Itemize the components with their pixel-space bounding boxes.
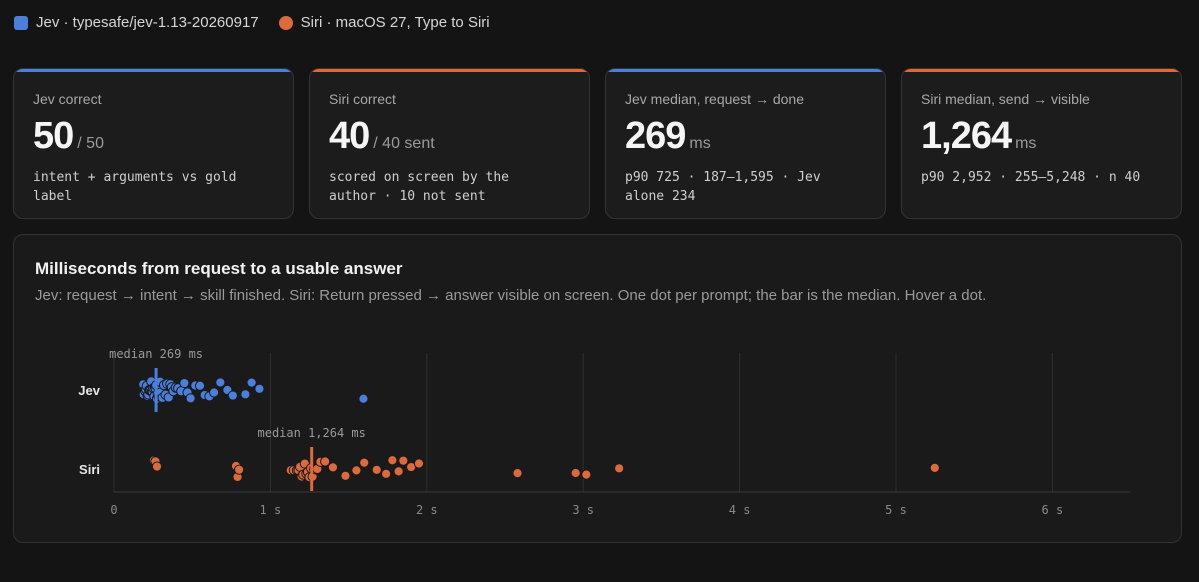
card-note: scored on screen by the author · 10 not … [329, 170, 510, 204]
data-point[interactable] [512, 467, 523, 479]
card-unit: / 40 sent [373, 135, 435, 152]
card-siri-median: Siri median, send → visible 1,264 ms p90… [901, 68, 1182, 219]
x-tick-label: 4 s [729, 503, 751, 517]
data-point[interactable] [381, 468, 392, 479]
card-jev-correct: Jev correct 50 / 50 intent + arguments v… [13, 68, 294, 219]
data-point[interactable] [234, 464, 245, 475]
card-value: 269 [625, 115, 686, 157]
card-unit: ms [1015, 135, 1037, 152]
card-unit: / 50 [77, 135, 104, 152]
card-accent [606, 69, 885, 72]
data-point[interactable] [240, 389, 251, 400]
median-label: median 1,264 ms [258, 426, 366, 440]
x-tick-label: 6 s [1042, 503, 1064, 517]
legend: Jev · typesafe/jev-1.13-20260917 Siri · … [14, 14, 490, 31]
card-value: 40 [329, 115, 370, 157]
card-label: Jev correct [33, 91, 102, 107]
data-point[interactable] [254, 383, 265, 394]
data-point[interactable] [215, 377, 226, 388]
x-tick-label: 0 [110, 503, 117, 517]
x-tick-label: 5 s [885, 503, 907, 517]
data-point[interactable] [320, 456, 331, 467]
median-label: median 269 ms [109, 347, 203, 361]
data-point[interactable] [413, 458, 425, 469]
legend-item-siri: Siri · macOS 27, Type to Siri [278, 14, 490, 31]
card-value: 1,264 [921, 115, 1012, 157]
data-point[interactable] [570, 467, 581, 479]
data-point[interactable] [359, 457, 370, 468]
card-accent [902, 69, 1181, 72]
card-unit: ms [689, 135, 711, 152]
data-point[interactable] [185, 393, 196, 404]
chart-title: Milliseconds from request to a usable an… [35, 259, 403, 278]
data-point[interactable] [358, 393, 369, 404]
data-point[interactable] [614, 463, 625, 474]
data-point[interactable] [398, 455, 409, 466]
card-accent [310, 69, 589, 72]
data-point[interactable] [393, 466, 404, 477]
data-point[interactable] [387, 455, 398, 466]
stat-cards: Jev correct 50 / 50 intent + arguments v… [13, 68, 1182, 219]
latency-chart-panel: Milliseconds from request to a usable an… [13, 234, 1182, 543]
x-tick-label: 2 s [416, 503, 438, 517]
data-point[interactable] [929, 462, 940, 473]
card-note: p90 725 · 187–1,595 · Jev alone 234 [625, 170, 821, 204]
series-label: Siri [79, 462, 100, 477]
legend-label-jev: Jev · typesafe/jev-1.13-20260917 [36, 14, 259, 31]
legend-swatch-siri [278, 15, 293, 30]
data-point[interactable] [246, 377, 257, 388]
data-point[interactable] [581, 469, 592, 480]
data-point[interactable] [179, 377, 190, 389]
card-note: p90 2,952 · 255–5,248 · n 40 [921, 170, 1141, 185]
data-point[interactable] [194, 380, 206, 391]
card-jev-median: Jev median, request → done 269 ms p90 72… [605, 68, 886, 219]
latency-strip-chart: 0 1 s 2 s 3 s 4 s 5 s 6 s Jev median 269 ms Siri m… [78, 347, 1131, 517]
card-label: Siri correct [329, 91, 396, 107]
legend-swatch-jev [14, 15, 28, 30]
data-point[interactable] [151, 461, 163, 472]
data-point[interactable] [340, 470, 351, 481]
card-label: Siri median, send → visible [921, 91, 1090, 107]
data-point[interactable] [208, 387, 220, 398]
chart-subtitle: Jev: request → intent → skill finished. … [35, 287, 987, 304]
x-tick-label: 3 s [572, 503, 594, 517]
card-label: Jev median, request → done [625, 91, 804, 107]
card-value: 50 [33, 115, 74, 157]
data-point[interactable] [371, 464, 382, 475]
x-tick-label: 1 s [260, 503, 282, 517]
data-point[interactable] [351, 465, 362, 476]
legend-label-siri: Siri · macOS 27, Type to Siri [300, 14, 490, 31]
card-note: intent + arguments vs gold label [33, 170, 237, 204]
legend-item-jev: Jev · typesafe/jev-1.13-20260917 [14, 14, 259, 31]
data-point[interactable] [227, 390, 238, 401]
card-accent [14, 69, 293, 72]
data-point[interactable] [327, 462, 339, 473]
series-label: Jev [78, 383, 100, 398]
card-siri-correct: Siri correct 40 / 40 sent scored on scre… [309, 68, 590, 219]
